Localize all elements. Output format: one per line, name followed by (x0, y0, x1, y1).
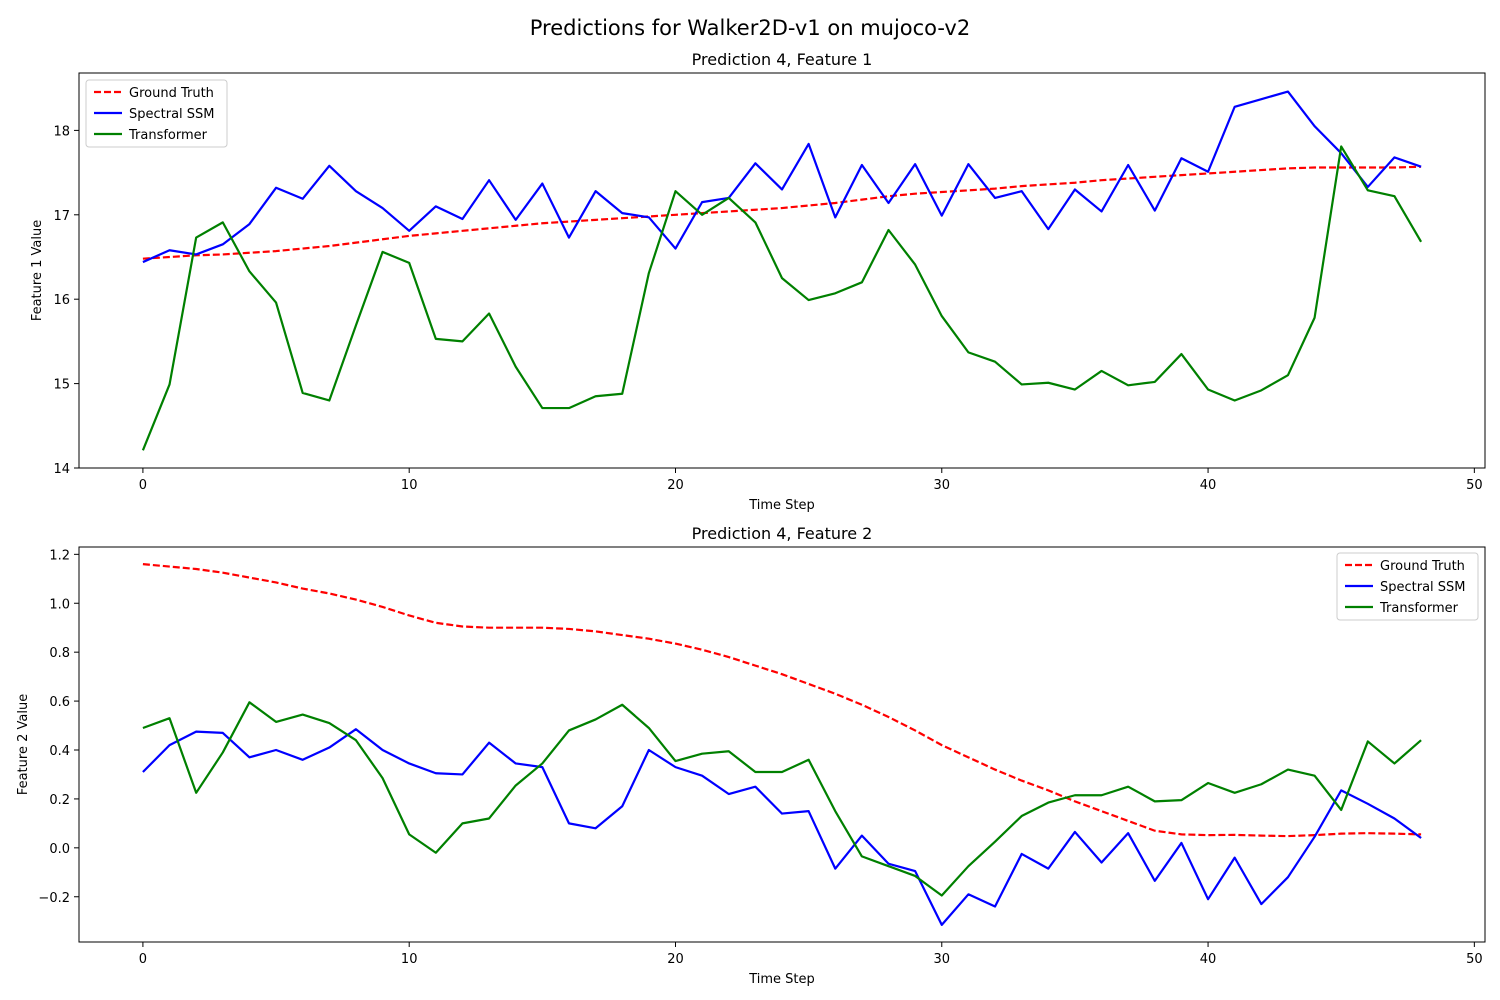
series-line-transformer (141, 145, 1423, 451)
x-tick-label: 30 (933, 952, 950, 967)
chart-title: Prediction 4, Feature 2 (692, 524, 873, 543)
x-tick-label: 50 (1466, 478, 1483, 493)
x-tick-label: 0 (139, 478, 147, 493)
y-tick-label: 1.2 (49, 548, 70, 563)
chart-title: Prediction 4, Feature 1 (692, 50, 873, 69)
y-tick-label: −0.2 (38, 891, 70, 906)
y-tick-label: 0.2 (49, 793, 70, 808)
legend-label-transformer: Transformer (1379, 601, 1459, 616)
chart-panel-feature-2: Prediction 4, Feature 2 0 10 20 30 40 50 −0.2 0.… (16, 524, 1486, 987)
legend-label-spectral-ssm: Spectral SSM (1380, 580, 1466, 595)
legend-label-transformer: Transformer (128, 128, 208, 143)
x-tick-label: 0 (139, 952, 147, 967)
y-tick-label: 16 (53, 293, 70, 308)
x-tick-label: 10 (401, 478, 418, 493)
legend: Ground Truth Spectral SSM Transformer (1336, 552, 1479, 621)
legend-label-ground-truth: Ground Truth (129, 86, 214, 101)
y-axis-label: Feature 1 Value (30, 220, 45, 321)
y-tick-label: 0.8 (49, 646, 70, 661)
series-line-ground-truth (142, 165, 1422, 260)
legend-label-ground-truth: Ground Truth (1380, 559, 1465, 574)
legend-box (1336, 552, 1479, 621)
y-tick-label: 18 (53, 124, 70, 139)
series-line-spectral-ssm (142, 728, 1422, 926)
series-line-ground-truth (142, 563, 1422, 838)
legend: Ground Truth Spectral SSM Transformer (85, 79, 228, 148)
series-lines (142, 563, 1422, 926)
x-tick-label: 50 (1466, 952, 1483, 967)
series-line-spectral-ssm (142, 90, 1422, 264)
axes-frame (78, 72, 1486, 469)
x-axis-label: Time Step (748, 972, 815, 987)
x-tick-label: 40 (1200, 952, 1217, 967)
x-tick-label: 40 (1200, 478, 1217, 493)
y-tick-label: 17 (53, 209, 70, 224)
axes-frame (78, 546, 1486, 943)
legend-label-spectral-ssm: Spectral SSM (129, 107, 215, 122)
series-lines (141, 90, 1423, 451)
figure-title: Predictions for Walker2D-v1 on mujoco-v2 (529, 16, 971, 40)
y-tick-label: 14 (53, 462, 70, 477)
y-tick-label: 0.6 (49, 695, 70, 710)
y-tick-label: 15 (53, 378, 70, 393)
y-tick-label: 0.4 (49, 744, 70, 759)
x-tick-label: 20 (667, 952, 684, 967)
x-tick-label: 10 (401, 952, 418, 967)
series-line-transformer (142, 701, 1422, 897)
legend-box (85, 79, 228, 148)
y-tick-label: 0.0 (49, 842, 70, 857)
chart-panel-feature-1: Prediction 4, Feature 1 0 10 20 30 40 50 14 15 16… (30, 50, 1486, 513)
x-tick-label: 20 (667, 478, 684, 493)
x-axis-label: Time Step (748, 498, 815, 513)
y-tick-label: 1.0 (49, 597, 70, 612)
y-axis-label: Feature 2 Value (16, 694, 31, 795)
x-tick-label: 30 (933, 478, 950, 493)
